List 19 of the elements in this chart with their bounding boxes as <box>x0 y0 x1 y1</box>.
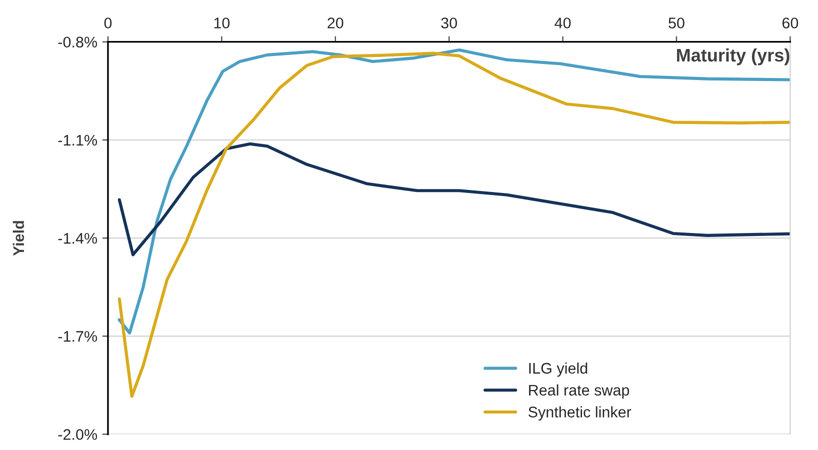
x-tick-label: 10 <box>214 18 230 28</box>
legend-label: Synthetic linker <box>528 406 632 420</box>
line-series <box>118 142 790 256</box>
x-tick-label: 0 <box>104 18 112 28</box>
y-tick-label: -0.8% <box>58 36 98 48</box>
x-tick-label: 50 <box>668 18 684 28</box>
x-tick-label: 60 <box>782 18 798 28</box>
line-series <box>118 48 790 334</box>
y-axis-title: Yield <box>12 221 24 256</box>
legend-label: ILG yield <box>529 362 588 377</box>
y-tick-label: -1.7% <box>58 331 98 342</box>
x-tick-label: 20 <box>328 18 344 28</box>
legend-label: Real rate swap <box>529 384 630 399</box>
y-tick-label: -1.1% <box>58 134 98 146</box>
x-axis-title: Maturity (yrs) <box>677 48 790 66</box>
x-tick-label: 40 <box>554 18 571 28</box>
y-tick-label: -2.0% <box>58 429 98 440</box>
x-tick-label: 30 <box>441 18 457 28</box>
y-tick-label: -1.4% <box>58 232 98 244</box>
